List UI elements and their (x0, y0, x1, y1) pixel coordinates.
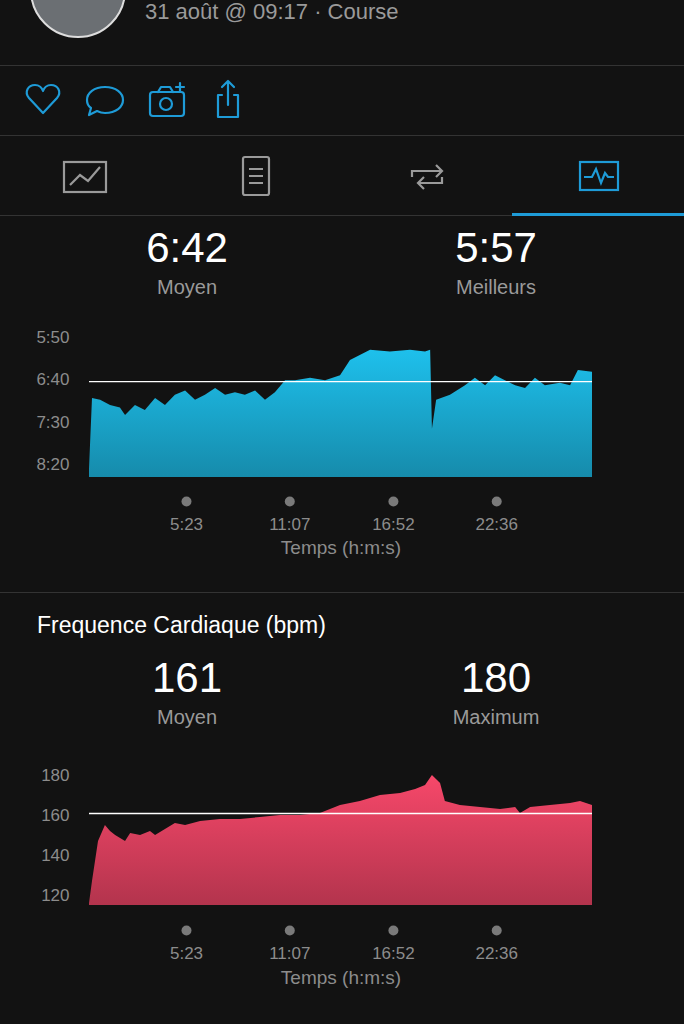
svg-text:7:30: 7:30 (36, 413, 69, 432)
svg-text:Temps (h:m:s): Temps (h:m:s) (281, 967, 401, 988)
svg-text:22:36: 22:36 (475, 944, 518, 963)
svg-text:5:23: 5:23 (170, 515, 203, 534)
html-text:Meilleurs: Meilleurs (456, 276, 536, 298)
svg-text:16:52: 16:52 (372, 515, 415, 534)
svg-text:6:40: 6:40 (36, 370, 69, 389)
html-text:6:42: 6:42 (146, 224, 228, 271)
svg-text:22:36: 22:36 (475, 515, 518, 534)
html-text:5:57: 5:57 (455, 224, 537, 271)
svg-text:11:07: 11:07 (269, 944, 310, 963)
svg-text:160: 160 (41, 806, 69, 825)
svg-text:Temps (h:m:s): Temps (h:m:s) (281, 537, 401, 558)
svg-text:5:50: 5:50 (36, 328, 69, 347)
svg-text:120: 120 (41, 886, 69, 905)
svg-text:16:52: 16:52 (372, 944, 415, 963)
svg-text:8:20: 8:20 (36, 455, 69, 474)
svg-text:180: 180 (41, 766, 69, 785)
html-text:31 août @ 09:17 · Course: 31 août @ 09:17 · Course (145, 0, 399, 24)
html-text:Moyen: Moyen (157, 706, 217, 728)
html-text:180: 180 (461, 654, 531, 701)
svg-text:140: 140 (41, 846, 69, 865)
html-text:161: 161 (152, 654, 222, 701)
html-text:Moyen: Moyen (157, 276, 217, 298)
html-text:Maximum: Maximum (452, 706, 540, 728)
svg-text:5:23: 5:23 (170, 944, 203, 963)
html-text:Frequence Cardiaque (bpm): Frequence Cardiaque (bpm) (37, 612, 326, 638)
svg-text:11:07: 11:07 (269, 515, 310, 534)
